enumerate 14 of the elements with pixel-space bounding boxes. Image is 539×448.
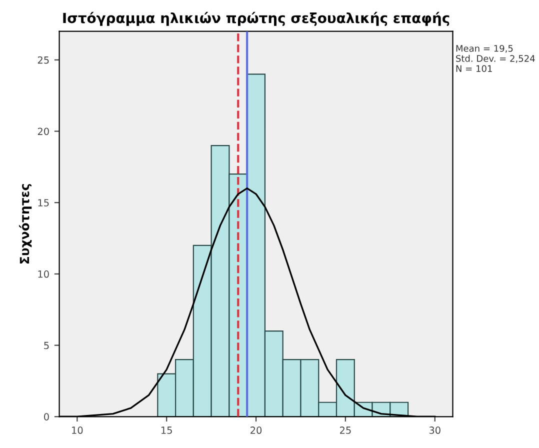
y-tick-label: 15	[38, 199, 49, 206]
y-axis-title: Συχνότητες	[19, 184, 32, 264]
x-tick-label: 10	[72, 426, 83, 434]
y-tick-label: 10	[38, 270, 49, 278]
y-tick-label: 0	[44, 413, 49, 420]
x-tick-label: 25	[340, 426, 351, 434]
x-tick-label: 20	[250, 426, 262, 434]
x-tick-label: 30	[429, 426, 440, 434]
y-tick-label: 20	[38, 128, 49, 136]
y-tick-label: 25	[38, 56, 49, 64]
x-tick-label: 15	[161, 426, 172, 434]
y-tick-label: 5	[44, 342, 49, 350]
chart-title: Ιστόγραμμα ηλικιών πρώτης σεξουαλικής επαφής	[63, 12, 450, 26]
text: Mean = 19,5 Std. Dev. = 2,524 N = 101	[456, 44, 535, 72]
